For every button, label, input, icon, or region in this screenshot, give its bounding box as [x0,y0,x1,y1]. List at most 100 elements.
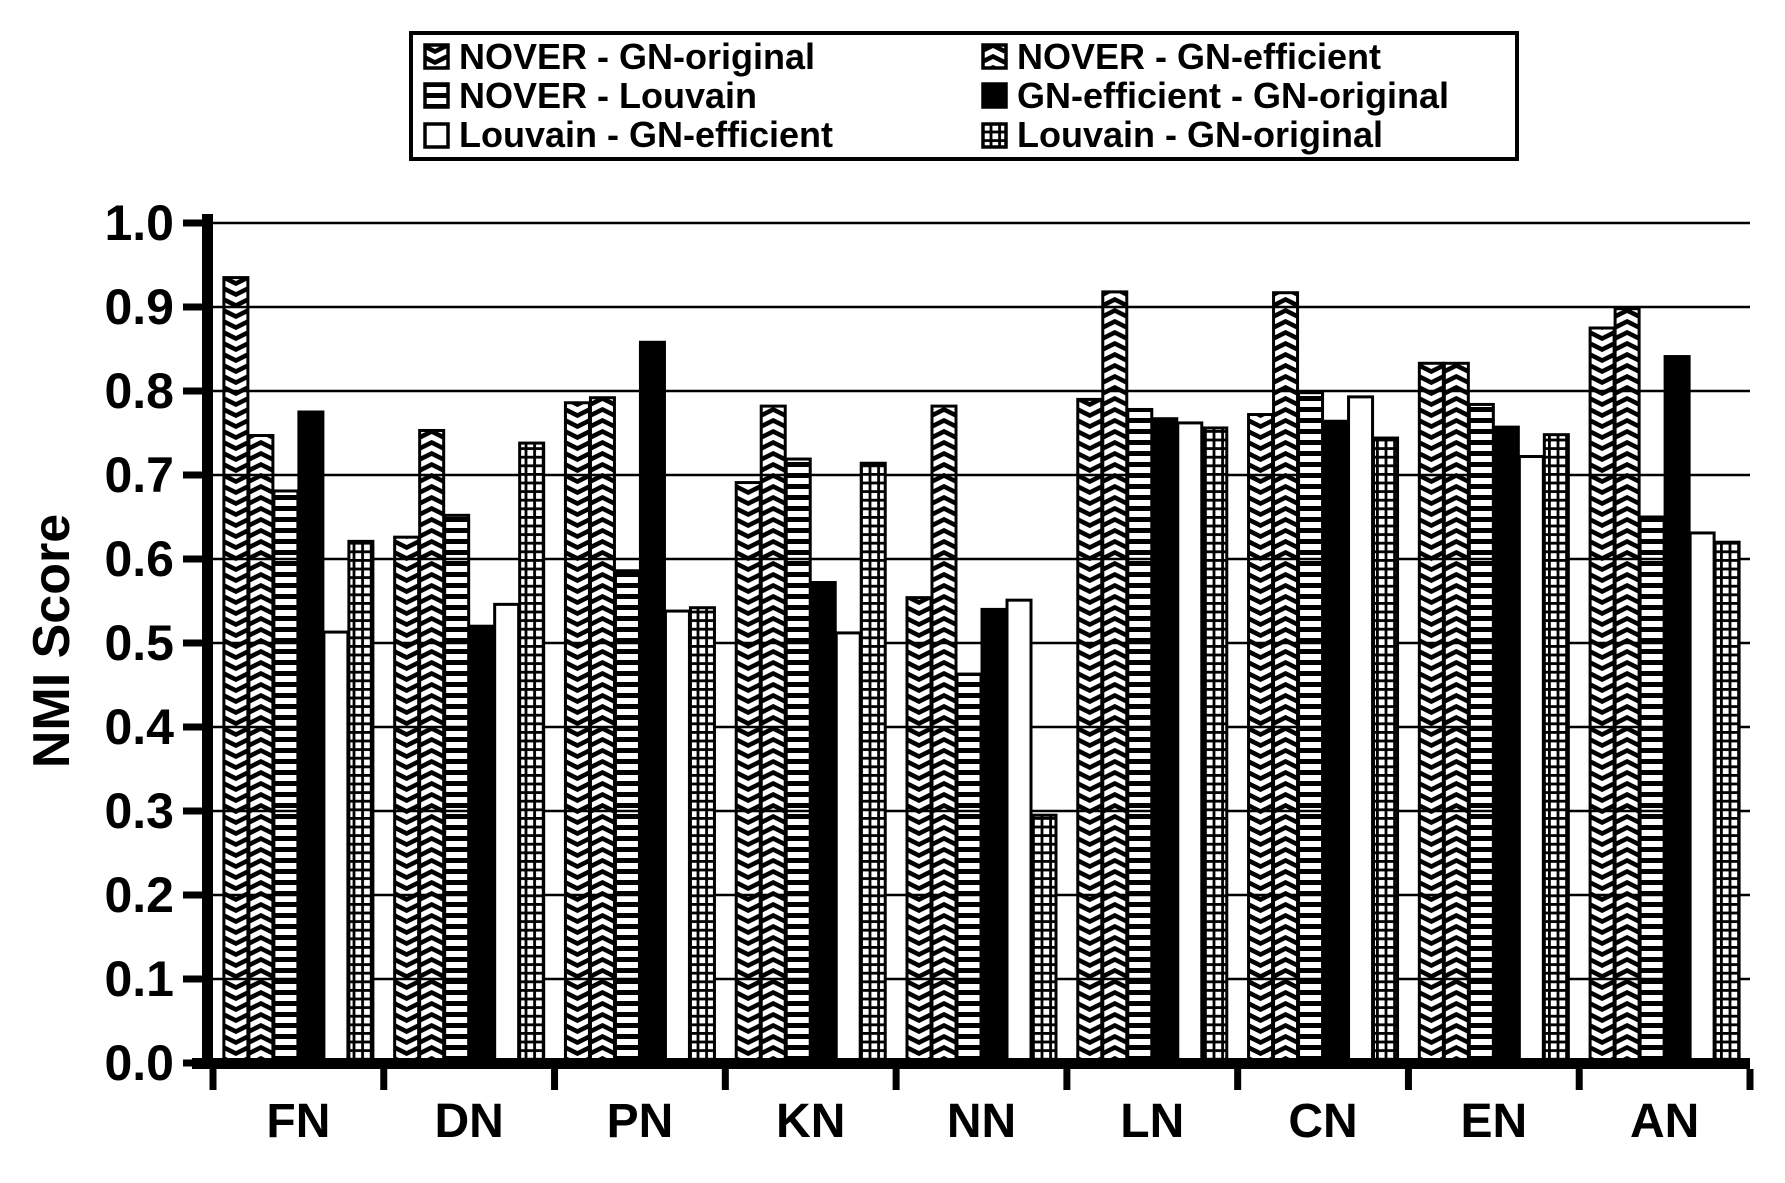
y-tick [183,303,202,311]
x-axis-label: KN [776,1095,845,1148]
bar-CN-3 [1322,419,1350,1065]
bar-FN-3 [297,410,325,1065]
y-axis-title: NMI Score [23,513,81,769]
legend-item: Louvain - GN-efficient [423,116,981,155]
y-tick [183,555,202,563]
bar-FN-0 [222,276,250,1065]
x-axis-label: FN [266,1095,330,1148]
bar-NN-2 [955,672,983,1065]
bar-AN-1 [1613,307,1641,1065]
legend-label: NOVER - Louvain [459,74,758,116]
bar-NN-0 [905,596,933,1065]
bar-EN-5 [1542,433,1570,1065]
bar-FN-2 [272,489,300,1065]
y-tick-label: 0.3 [104,783,174,839]
x-axis-label: LN [1120,1095,1184,1148]
bar-AN-4 [1688,531,1716,1065]
bar-PN-2 [613,569,641,1065]
bar-EN-1 [1442,361,1470,1065]
grid-pane-swatch-icon [981,122,1008,149]
legend: NOVER - GN-original NOVER - GN-efficient… [409,31,1519,161]
x-tick [551,1069,559,1090]
bar-CN-2 [1297,391,1325,1065]
y-tick-label: 0.9 [104,279,174,335]
y-tick-label: 0.4 [104,699,174,755]
bar-KN-1 [759,404,787,1065]
x-axis-label: NN [947,1095,1016,1148]
x-axis-label: AN [1630,1095,1699,1148]
bar-NN-4 [1005,598,1033,1065]
bar-AN-2 [1638,515,1666,1065]
y-tick [183,1059,202,1067]
bar-KN-4 [834,631,862,1065]
bar-FN-5 [347,539,375,1065]
bar-LN-1 [1101,290,1129,1065]
bar-PN-3 [638,340,666,1065]
bar-CN-0 [1247,413,1275,1065]
y-tick [183,639,202,647]
bar-EN-4 [1517,455,1545,1065]
x-axis-label: EN [1460,1095,1527,1148]
y-tick [183,975,202,983]
gridline [213,305,1750,309]
y-tick [183,471,202,479]
bar-LN-0 [1076,397,1104,1065]
legend-item: Louvain - GN-original [981,116,1515,155]
bar-AN-0 [1588,326,1616,1065]
x-tick [721,1069,729,1090]
bar-EN-2 [1467,402,1495,1065]
bar-NN-5 [1030,813,1058,1065]
bar-EN-3 [1492,425,1520,1065]
bar-KN-5 [859,461,887,1065]
bar-LN-2 [1126,407,1154,1065]
bar-LN-4 [1176,421,1204,1065]
y-tick-label: 0.8 [104,363,174,419]
x-axis-label: PN [607,1095,674,1148]
bar-DN-0 [393,535,421,1065]
bar-PN-0 [563,401,591,1065]
x-tick [1063,1069,1071,1090]
bar-CN-1 [1272,291,1300,1065]
y-tick-label: 0.1 [104,951,174,1007]
legend-item: NOVER - Louvain [423,76,981,115]
x-tick [380,1069,388,1090]
legend-label: Louvain - GN-original [1017,114,1383,156]
bar-LN-3 [1151,417,1179,1065]
bar-AN-3 [1663,355,1691,1065]
chevron-down-hatch-swatch-icon [423,43,450,70]
bar-LN-5 [1201,426,1229,1065]
y-tick-label: 0.2 [104,867,174,923]
x-tick [1404,1069,1412,1090]
bar-AN-5 [1713,540,1741,1065]
x-tick [209,1069,217,1090]
y-tick-label: 0.0 [104,1035,174,1091]
y-tick-label: 0.5 [104,615,174,671]
legend-label: GN-efficient - GN-original [1017,74,1449,116]
legend-item: NOVER - GN-efficient [981,37,1515,76]
bar-FN-1 [247,434,275,1065]
bar-CN-5 [1372,436,1400,1065]
gridline [213,473,1750,477]
bar-KN-2 [784,457,812,1065]
y-tick-label: 0.6 [104,531,174,587]
legend-item: GN-efficient - GN-original [981,76,1515,115]
legend-label: NOVER - GN-original [459,35,816,77]
legend-label: Louvain - GN-efficient [459,114,834,156]
bar-PN-5 [688,606,716,1065]
x-tick [1746,1069,1754,1090]
y-tick [183,723,202,731]
bar-PN-4 [663,609,691,1065]
bar-FN-4 [322,630,350,1065]
bar-DN-4 [493,602,521,1065]
y-tick [183,219,202,227]
open-white-swatch-icon [423,122,450,149]
x-axis-label: DN [435,1095,504,1148]
bar-EN-0 [1417,361,1445,1065]
gridline [213,389,1750,393]
bar-PN-1 [588,396,616,1065]
bar-DN-2 [443,513,471,1065]
legend-item: NOVER - GN-original [423,37,981,76]
solid-black-swatch-icon [981,82,1008,110]
